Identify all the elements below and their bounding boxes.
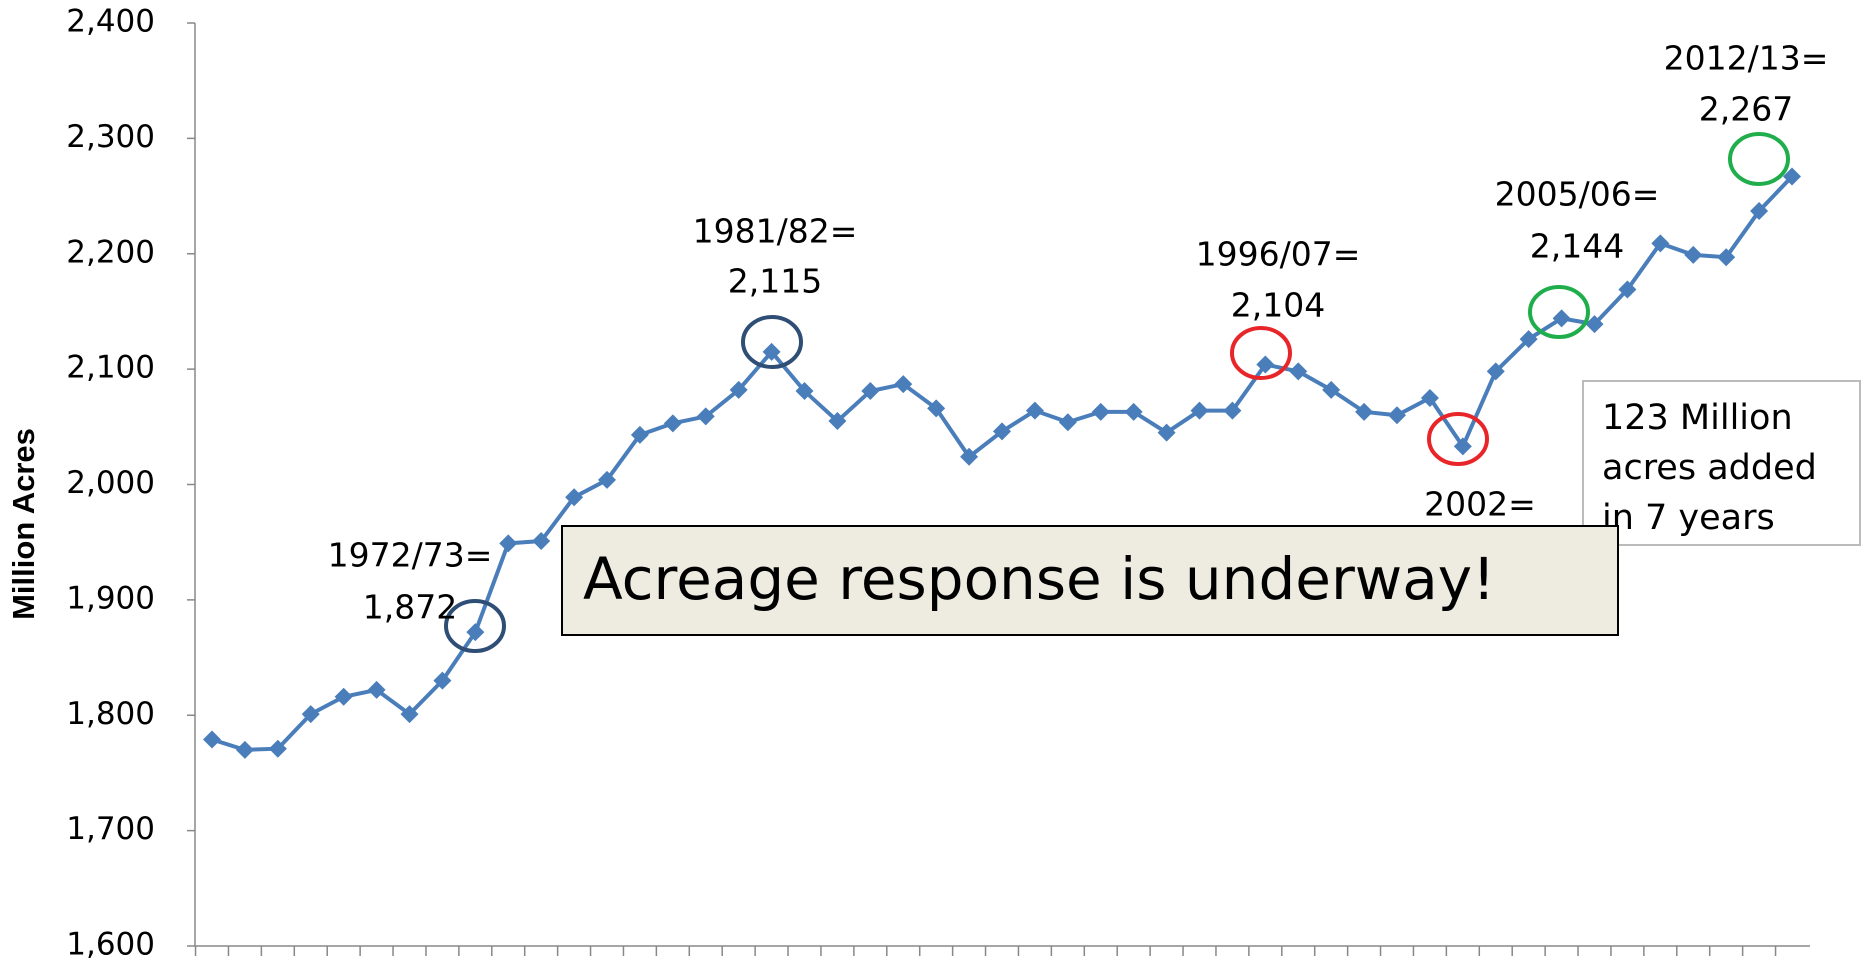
data-point (1684, 245, 1703, 264)
note-text: acres added (1602, 448, 1817, 488)
data-point (861, 382, 880, 401)
data-point (1355, 402, 1374, 421)
data-point (1585, 315, 1604, 334)
annotation-text: 2,115 (728, 262, 822, 301)
data-point (1750, 202, 1769, 221)
data-point (334, 687, 353, 706)
data-point (1124, 402, 1143, 421)
data-point (828, 412, 847, 431)
data-point (598, 470, 616, 489)
annotation-text: 2,267 (1699, 90, 1793, 129)
annotation-text: 1,872 (363, 588, 457, 627)
y-tick-label: 2,200 (66, 234, 155, 270)
annotation-text: 1996/07= (1196, 235, 1361, 274)
data-point (663, 414, 682, 433)
data-point (1256, 355, 1275, 374)
annotation-text: 2005/06= (1495, 175, 1660, 214)
data-point (1519, 330, 1538, 349)
y-tick-label: 1,600 (66, 927, 155, 963)
highlight-circle (1427, 412, 1489, 466)
data-point (762, 342, 781, 361)
annotation-text: 2012/13= (1664, 39, 1829, 78)
annotation-text: 2002= (1424, 485, 1536, 524)
data-point (565, 488, 584, 507)
data-point (1289, 362, 1308, 381)
note-text: in 7 years (1602, 498, 1775, 538)
annotation-text: 1972/73= (328, 536, 493, 575)
data-point (1717, 248, 1736, 267)
y-tick-label: 1,900 (66, 580, 155, 616)
data-point (696, 407, 715, 426)
y-tick-label: 2,000 (66, 465, 155, 501)
annotation-text: 1981/82= (693, 212, 858, 251)
data-point (927, 399, 946, 418)
data-point (1190, 401, 1209, 420)
data-point (1420, 388, 1439, 407)
y-tick-label: 2,400 (66, 4, 155, 40)
data-point (367, 680, 386, 699)
data-point (1091, 402, 1110, 421)
y-axis-label: Million Acres (6, 428, 41, 620)
highlight-circle (1230, 326, 1292, 380)
data-point (1223, 401, 1242, 420)
data-point (960, 447, 979, 466)
data-point (1651, 234, 1670, 253)
data-point (894, 375, 913, 394)
data-point (729, 380, 748, 399)
data-point (235, 740, 254, 759)
data-point (795, 382, 814, 401)
y-tick-label: 1,700 (66, 811, 155, 847)
note-box (1582, 380, 1861, 546)
data-point (466, 623, 485, 642)
data-point (1157, 423, 1176, 442)
data-point (433, 671, 452, 690)
callout-text: Acreage response is underway! (583, 545, 1495, 613)
callout-box (561, 525, 1619, 636)
annotation-text: 2,104 (1231, 286, 1325, 325)
data-point (1388, 406, 1406, 425)
data-point (1552, 309, 1571, 328)
data-point (400, 705, 419, 724)
data-point (301, 705, 320, 724)
note-text: 123 Million (1602, 398, 1793, 438)
annotation-text: 2,144 (1530, 227, 1624, 266)
y-tick-label: 2,100 (66, 350, 155, 386)
data-point (1783, 167, 1801, 186)
data-point (993, 422, 1011, 441)
data-point (532, 532, 551, 551)
data-point (1618, 280, 1637, 299)
data-point (1322, 380, 1341, 399)
highlight-circle (741, 315, 803, 369)
highlight-circle (1528, 285, 1590, 339)
data-point (1486, 362, 1505, 381)
data-point (1025, 401, 1044, 420)
highlight-circle (444, 599, 506, 653)
data-point (203, 730, 221, 749)
data-point (1058, 413, 1077, 432)
data-point (1453, 437, 1472, 456)
data-point (268, 739, 287, 758)
y-tick-label: 1,800 (66, 696, 155, 732)
y-tick-label: 2,300 (66, 119, 155, 155)
data-point (630, 425, 649, 444)
data-point (499, 534, 518, 553)
highlight-circle (1728, 132, 1790, 186)
